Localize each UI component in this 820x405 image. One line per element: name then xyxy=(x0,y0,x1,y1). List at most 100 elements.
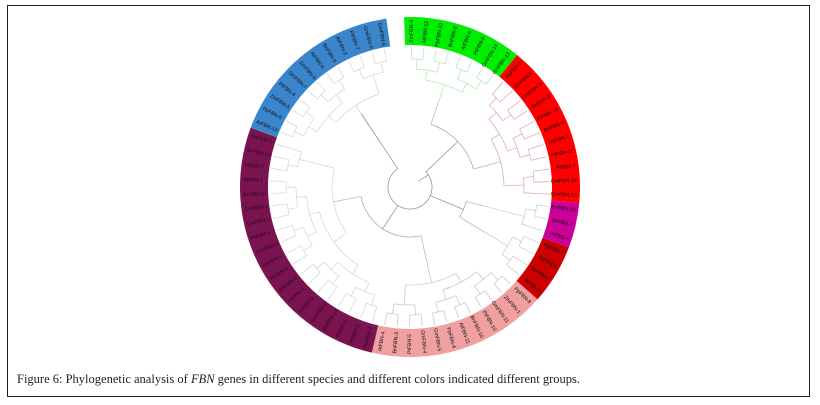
branch xyxy=(489,97,497,106)
branch xyxy=(523,235,539,244)
branch xyxy=(524,132,540,140)
backbone-branch xyxy=(333,196,361,203)
branch xyxy=(372,74,380,95)
branch-arc xyxy=(291,225,297,236)
branch xyxy=(476,67,484,78)
branch xyxy=(442,289,447,300)
leaf-label: AtFBN-2 xyxy=(244,162,265,171)
branch xyxy=(358,69,364,79)
leaf-label: GmFBN-8 xyxy=(376,22,386,46)
branch-arc xyxy=(476,77,487,85)
branch xyxy=(425,70,428,81)
branch-arc xyxy=(346,293,357,300)
branch xyxy=(338,80,345,89)
branch xyxy=(326,73,335,84)
backbone-branch xyxy=(420,235,429,269)
branch xyxy=(476,271,484,280)
branch xyxy=(276,143,302,153)
leaf-label: PtFBN-4 xyxy=(250,230,271,242)
branch-arc xyxy=(506,255,514,265)
branch xyxy=(360,302,367,319)
branch xyxy=(432,312,436,325)
branch xyxy=(489,161,501,165)
branch-arc xyxy=(366,302,377,307)
branch xyxy=(292,109,304,118)
branch xyxy=(420,314,423,327)
leaf-label: BnFBN-1 xyxy=(551,218,573,229)
leaf-label: ZmFBN-4 xyxy=(409,20,415,43)
leaf-label: GmFBN-2 xyxy=(247,217,271,228)
backbone-branch xyxy=(430,103,439,125)
caption-gene: FBN xyxy=(190,372,215,386)
branch xyxy=(372,306,378,323)
branch xyxy=(299,158,335,169)
backbone-branch xyxy=(459,216,486,233)
branch xyxy=(433,49,437,62)
branch xyxy=(443,310,448,323)
branch-arc xyxy=(518,236,525,247)
branch-arc xyxy=(291,126,298,138)
leaf-label: BnFBN-8 xyxy=(448,26,460,48)
leaf-label: BnFBN-11 xyxy=(243,191,267,198)
leaf-label: GmFBN-13 xyxy=(550,192,577,199)
leaf-label: BnFBN-10 xyxy=(551,204,576,213)
branch xyxy=(371,295,375,305)
branch xyxy=(308,90,318,100)
branch xyxy=(461,83,468,93)
branch-arc xyxy=(375,60,387,65)
branch xyxy=(309,211,320,216)
branch xyxy=(488,112,497,120)
branch xyxy=(455,56,461,68)
branch-arc xyxy=(302,107,310,118)
branch xyxy=(270,180,287,183)
branch xyxy=(533,181,550,183)
group-ring xyxy=(240,17,580,357)
branch xyxy=(437,84,445,104)
branch xyxy=(308,272,321,285)
branch-arc xyxy=(457,78,477,90)
branch xyxy=(337,66,345,78)
branch xyxy=(348,60,355,73)
leaf-label: AtFBN-4 xyxy=(377,331,387,352)
branch xyxy=(305,111,315,119)
branch xyxy=(371,52,376,64)
branch xyxy=(416,59,418,70)
branch xyxy=(490,133,500,140)
branch xyxy=(384,312,388,325)
figure-caption: Figure 6: Phylogenetic analysis of FBN g… xyxy=(17,372,580,387)
branch xyxy=(502,114,512,122)
branch xyxy=(280,131,293,138)
branch-arc xyxy=(386,312,399,315)
branch xyxy=(330,261,339,270)
branch xyxy=(317,81,326,92)
branch xyxy=(292,254,307,265)
figure-label: Figure 6: xyxy=(17,372,63,386)
branch xyxy=(500,90,513,103)
branch xyxy=(383,49,387,62)
branch-arc xyxy=(300,245,307,256)
branch xyxy=(485,206,525,217)
branch-arc xyxy=(286,203,290,215)
group-segment-magenta xyxy=(542,200,580,248)
group-segment-green xyxy=(404,17,518,77)
branch xyxy=(300,263,314,275)
branch xyxy=(317,280,329,293)
branch xyxy=(404,284,406,305)
branch xyxy=(455,295,461,306)
branch-arc xyxy=(295,187,299,208)
branch-arc xyxy=(492,93,501,103)
branch-arc xyxy=(362,71,384,80)
leaf-label: GmFBN-16 xyxy=(551,178,578,185)
branch xyxy=(316,261,325,269)
branch xyxy=(474,296,482,308)
branch xyxy=(364,282,370,292)
branch xyxy=(536,204,549,207)
branch xyxy=(307,231,317,237)
branch xyxy=(525,208,536,211)
backbone-branch xyxy=(425,141,459,173)
branch xyxy=(512,133,523,139)
group-segment-dark-red xyxy=(516,237,569,300)
leaf-label: PtFBN-5 xyxy=(407,334,413,354)
branch xyxy=(286,245,302,254)
branch xyxy=(512,236,522,242)
